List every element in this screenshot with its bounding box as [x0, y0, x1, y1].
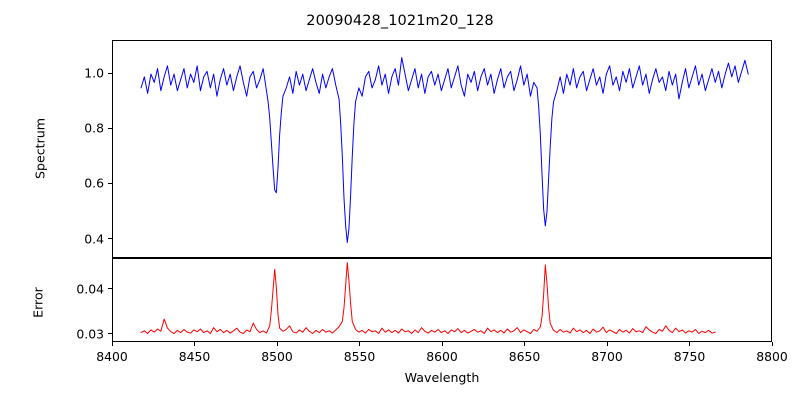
y-tick-label: 0.04	[76, 281, 104, 297]
x-tick-label: 8450	[178, 349, 211, 364]
y-axis-label-error: Error	[30, 287, 46, 318]
x-tick-label: 8600	[426, 349, 458, 364]
x-axis-label: Wavelength	[404, 370, 480, 385]
x-tick-mark	[111, 342, 113, 346]
x-tick-mark	[276, 342, 278, 346]
x-tick-mark	[194, 342, 196, 346]
x-tick-label: 8750	[673, 349, 706, 364]
y-tick-label: 0.4	[84, 231, 104, 247]
x-tick-label: 8400	[96, 349, 128, 364]
x-tick-mark	[359, 342, 361, 346]
y-tick-label: 0.8	[84, 120, 104, 136]
y-tick-mark	[108, 182, 112, 185]
y-tick-label: 1.0	[84, 65, 104, 81]
y-tick-mark	[108, 333, 112, 335]
x-tick-label: 8500	[261, 349, 293, 364]
x-tick-mark	[689, 342, 691, 346]
chart-title: 20090428_1021m20_128	[306, 13, 494, 29]
y-tick-label: 0.6	[84, 175, 104, 191]
y-tick-mark	[108, 72, 112, 74]
x-tick-mark	[606, 342, 608, 346]
spectrum-plot-area	[112, 40, 772, 258]
x-tick-mark	[524, 342, 526, 346]
y-tick-mark	[108, 288, 112, 290]
y-tick-mark	[108, 238, 112, 240]
x-tick-label: 8700	[591, 349, 623, 364]
x-tick-mark	[771, 342, 773, 346]
x-tick-mark	[441, 342, 443, 346]
x-tick-label: 8800	[756, 349, 788, 364]
error-plot-area	[112, 258, 772, 342]
x-tick-label: 8550	[343, 349, 376, 364]
y-axis-label-spectrum: Spectrum	[32, 117, 48, 180]
error-line-series	[140, 262, 716, 335]
spectrum-line-series	[140, 57, 749, 243]
y-tick-label: 0.03	[76, 326, 104, 342]
y-tick-mark	[108, 127, 112, 129]
x-tick-label: 8650	[508, 349, 541, 364]
